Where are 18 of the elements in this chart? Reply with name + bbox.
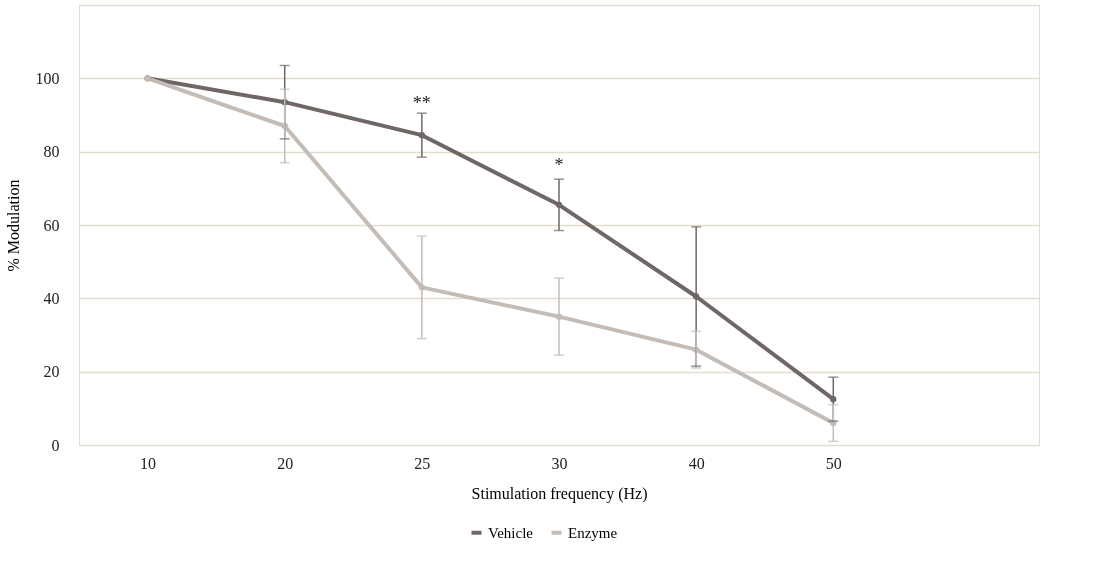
annotation: * (554, 155, 564, 176)
y-tick-label: 60 (43, 216, 60, 234)
x-tick-label: 25 (414, 454, 431, 472)
y-tick-label: 80 (43, 143, 60, 161)
x-tick-label: 10 (140, 454, 157, 472)
legend-label: Enzyme (568, 524, 618, 541)
annotation: ** (412, 93, 431, 113)
x-tick-label: 40 (688, 454, 705, 472)
y-tick-label: 20 (43, 363, 60, 381)
y-tick-label: 0 (51, 436, 60, 454)
x-tick-label: 20 (277, 454, 294, 472)
x-tick-label: 30 (551, 454, 568, 472)
x-axis-title: Stimulation frequency (Hz) (471, 484, 648, 503)
y-tick-label: 100 (35, 69, 60, 87)
x-tick-label: 50 (825, 454, 842, 472)
legend-label: Vehicle (488, 524, 534, 541)
y-tick-label: 40 (43, 289, 60, 307)
y-axis-title: % Modulation (4, 179, 22, 272)
